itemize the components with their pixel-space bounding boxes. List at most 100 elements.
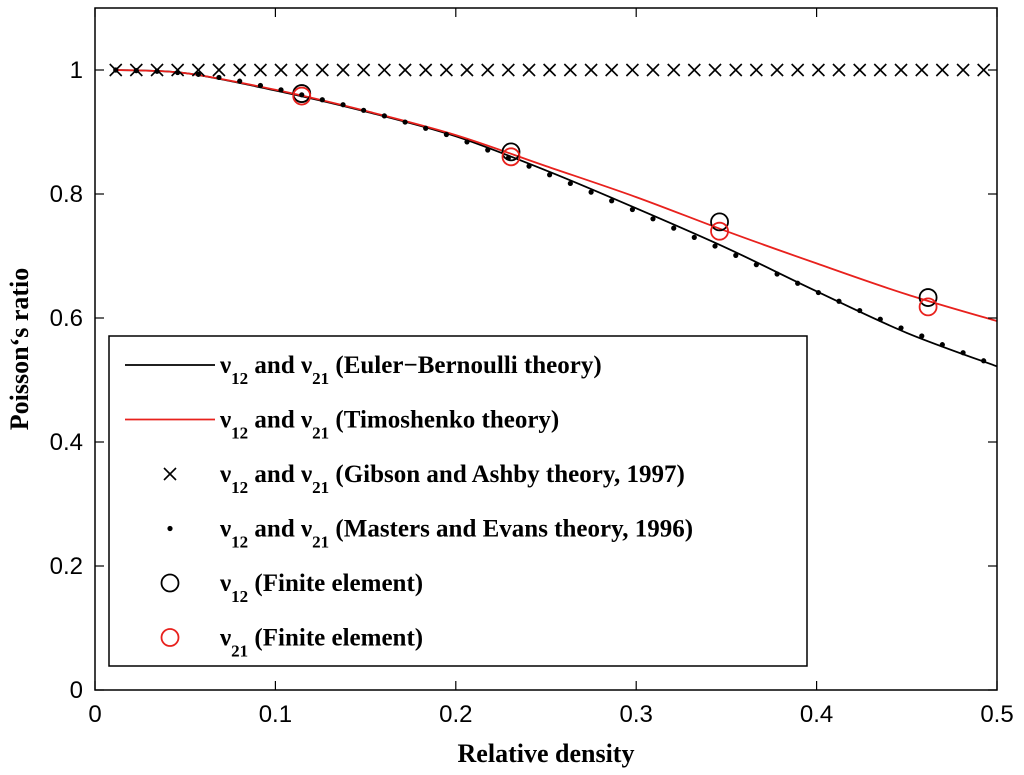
gibson-and-ashby-point (460, 63, 474, 77)
gibson-and-ashby-point (729, 63, 743, 77)
x-tick-label: 0.3 (620, 701, 653, 728)
masters-and-evans-point (402, 119, 408, 125)
masters-and-evans-point (319, 97, 325, 103)
x-tick-label: 0.1 (259, 701, 292, 728)
legend-label-nu21-finite-element: ν21 (Finite element) (219, 625, 423, 661)
y-tick-label: 0.2 (50, 553, 83, 580)
masters-and-evans-point (216, 74, 222, 81)
gibson-and-ashby-point (956, 63, 970, 77)
masters-and-evans-point (547, 172, 553, 178)
gibson-and-ashby-point (522, 63, 536, 77)
gibson-and-ashby-point (584, 63, 598, 77)
nu12-finite-element-point (710, 212, 729, 232)
x-axis-title: Relative density (458, 739, 635, 768)
gibson-and-ashby-point (233, 63, 247, 77)
gibson-and-ashby-point (377, 63, 391, 77)
gibson-and-ashby-point (315, 63, 329, 77)
masters-and-evans-point (857, 307, 863, 314)
masters-and-evans-point (691, 234, 697, 240)
masters-and-evans-point (588, 189, 594, 195)
legend-label-nu12-finite-element: ν12 (Finite element) (219, 570, 423, 606)
gibson-and-ashby-point (419, 63, 433, 77)
gibson-and-ashby-point (336, 63, 350, 77)
masters-and-evans-point (299, 92, 305, 98)
gibson-and-ashby-point (791, 63, 805, 77)
masters-and-evans-point (154, 68, 160, 74)
gibson-and-ashby-point (873, 63, 887, 77)
legend-symbol-nu21-finite-element (160, 628, 180, 647)
masters-and-evans-point (629, 206, 636, 213)
masters-and-evans-point (485, 147, 491, 153)
gibson-and-ashby-point (212, 63, 226, 77)
gibson-and-ashby-point (853, 63, 867, 77)
gibson-and-ashby-point (357, 63, 371, 77)
gibson-and-ashby-point (915, 63, 929, 77)
masters-and-evans-point (237, 78, 243, 84)
masters-and-evans-point (733, 252, 739, 258)
y-tick-label: 0.4 (50, 429, 83, 456)
masters-and-evans-point (423, 125, 429, 131)
gibson-and-ashby-point (646, 63, 660, 77)
y-axis-title: Poisson‘s ratio (5, 268, 34, 431)
gibson-and-ashby-point (481, 63, 495, 77)
masters-and-evans-point (671, 225, 677, 231)
masters-and-evans-point (650, 216, 656, 222)
masters-and-evans-point (567, 180, 573, 187)
masters-and-evans-point (795, 280, 801, 286)
nu12-finite-element-point (501, 142, 521, 162)
gibson-and-ashby-point (811, 63, 825, 77)
masters-and-evans-point (340, 102, 346, 108)
masters-and-evans-point (939, 342, 945, 348)
masters-and-evans-point (257, 82, 264, 89)
legend-label-euler-bernoulli: ν12 and ν21 (Euler−Bernoulli theory) (219, 352, 602, 388)
gibson-and-ashby-point (977, 63, 991, 77)
gibson-and-ashby-point (605, 63, 619, 77)
masters-and-evans-point (836, 298, 842, 304)
legend-label-masters-and-evans: ν12 and ν21 (Masters and Evans theory, 1… (219, 516, 693, 552)
masters-and-evans-point (774, 271, 780, 277)
gibson-and-ashby-point (708, 63, 722, 77)
masters-and-evans-point (898, 325, 904, 331)
gibson-and-ashby-point (295, 63, 309, 77)
nu21-finite-element-point (501, 147, 521, 167)
gibson-and-ashby-point (625, 63, 639, 77)
gibson-and-ashby-point (253, 63, 267, 77)
masters-and-evans-point (381, 113, 387, 119)
gibson-and-ashby-point (770, 63, 784, 77)
masters-and-evans-point (195, 71, 201, 77)
masters-and-evans-point (526, 163, 532, 169)
y-tick-label: 0 (70, 677, 83, 704)
gibson-and-ashby-point (439, 63, 453, 77)
masters-and-evans-point (815, 289, 822, 296)
masters-and-evans-point (113, 67, 119, 73)
gibson-and-ashby-point (687, 63, 701, 77)
x-tick-label: 0.5 (980, 701, 1013, 728)
masters-and-evans-point (609, 198, 615, 204)
masters-and-evans-point (960, 350, 966, 356)
masters-and-evans-point (464, 139, 470, 145)
gibson-and-ashby-point (543, 63, 557, 77)
x-tick-label: 0.2 (439, 701, 472, 728)
nu21-finite-element-point (918, 297, 938, 317)
gibson-and-ashby-point (935, 63, 949, 77)
gibson-and-ashby-point (563, 63, 577, 77)
nu21-finite-element-point (710, 221, 729, 241)
legend-symbol-masters-and-evans (167, 525, 173, 532)
gibson-and-ashby-point (894, 63, 908, 77)
masters-and-evans-point (175, 69, 181, 76)
gibson-and-ashby-point (832, 63, 846, 77)
gibson-and-ashby-point (191, 63, 205, 77)
y-tick-label: 0.8 (50, 181, 83, 208)
masters-and-evans-point (753, 262, 759, 268)
legend-box (108, 335, 808, 667)
plot-frame (94, 7, 998, 691)
x-tick-label: 0.4 (800, 701, 833, 728)
gibson-and-ashby-point (667, 63, 681, 77)
masters-and-evans-point (877, 316, 883, 322)
masters-and-evans-point (361, 107, 367, 113)
gibson-and-ashby-point (501, 63, 515, 77)
timoshenko-line (115, 69, 998, 322)
masters-and-evans-point (712, 243, 718, 249)
legend-symbol-nu12-finite-element (160, 573, 180, 593)
